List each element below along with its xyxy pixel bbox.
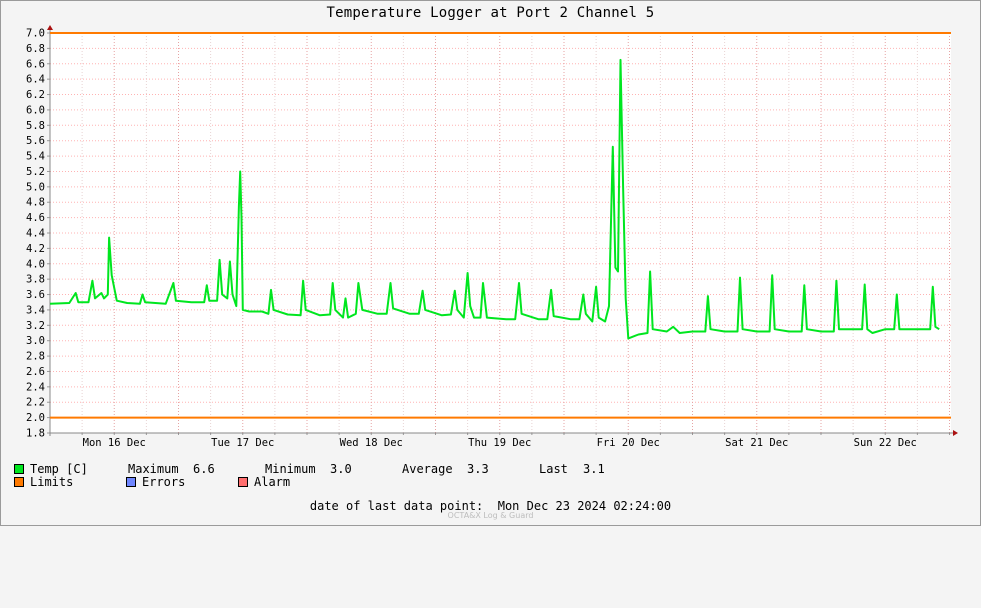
errors-swatch (126, 477, 136, 487)
legend: Temp [C] Maximum 6.6 Minimum 3.0 Average… (14, 463, 605, 489)
y-axis-arrow (47, 25, 53, 30)
temperature-chart: 1.8 2.0 2.2 2.4 2.6 2.8 3.0 3.2 3.4 3.6 3.8 4.0 4.2 4… (26, 25, 958, 449)
watermark: OCTA&X Log & Guard (447, 511, 534, 520)
y-tick-label: 3.8 (26, 274, 45, 286)
y-tick-label: 2.8 (26, 351, 45, 363)
legend-row-stats: Temp [C] Maximum 6.6 Minimum 3.0 Average… (14, 463, 605, 475)
chart-title: Temperature Logger at Port 2 Channel 5 (326, 5, 655, 21)
y-tick-label: 4.0 (26, 258, 45, 270)
y-tick-label: 5.4 (26, 151, 45, 163)
x-tick-label: Mon 16 Dec (83, 437, 146, 449)
y-tick-label: 5.6 (26, 135, 45, 147)
x-axis-arrow (953, 430, 958, 436)
y-tick-label: 6.0 (26, 104, 45, 116)
y-tick-label: 2.4 (26, 381, 45, 393)
y-tick-label: 6.6 (26, 58, 45, 70)
y-tick-label: 3.0 (26, 335, 45, 347)
y-tick-label: 2.0 (26, 412, 45, 424)
last-point-label: date of last data point: (309, 499, 484, 513)
y-tick-label: 6.2 (26, 89, 45, 101)
y-tick-label: 7.0 (26, 28, 45, 40)
temp-label: Temp [C] (30, 462, 88, 476)
alarm-label: Alarm (254, 475, 291, 489)
x-tick-label: Sun 22 Dec (854, 437, 917, 449)
maximum-label: Maximum (128, 462, 179, 476)
y-tick-label: 5.8 (26, 120, 45, 132)
limits-label: Limits (30, 475, 74, 489)
legend-row-keys: Limits Errors Alarm (14, 476, 290, 488)
y-tick-label: 5.0 (26, 181, 45, 193)
y-tick-label: 2.6 (26, 366, 45, 378)
x-tick-label: Tue 17 Dec (211, 437, 274, 449)
y-tick-label: 3.2 (26, 320, 45, 332)
errors-label: Errors (142, 475, 186, 489)
minimum-value: 3.0 (330, 462, 352, 476)
y-tick-label: 3.4 (26, 304, 45, 316)
y-tick-label: 4.4 (26, 228, 45, 240)
x-tick-label: Sat 21 Dec (725, 437, 788, 449)
minimum-label: Minimum (265, 462, 316, 476)
limits-swatch (14, 477, 24, 487)
y-tick-label: 4.6 (26, 212, 45, 224)
y-tick-label: 2.2 (26, 397, 45, 409)
y-tick-label: 3.6 (26, 289, 45, 301)
alarm-swatch (238, 477, 248, 487)
x-tick-label: Wed 18 Dec (340, 437, 403, 449)
y-tick-label: 4.2 (26, 243, 45, 255)
temp-series-line (49, 58, 940, 340)
y-tick-label: 6.4 (26, 74, 45, 86)
y-tick-label: 6.8 (26, 43, 45, 55)
y-tick-label: 5.2 (26, 166, 45, 178)
average-value: 3.3 (467, 462, 489, 476)
y-tick-label: 4.8 (26, 197, 45, 209)
last-value: 3.1 (583, 462, 605, 476)
x-tick-label: Fri 20 Dec (597, 437, 660, 449)
temp-swatch (14, 464, 24, 474)
last-data-point: date of last data point: Mon Dec 23 2024… (0, 499, 981, 513)
average-label: Average (402, 462, 453, 476)
y-tick-label: 1.8 (26, 428, 45, 440)
x-tick-label: Thu 19 Dec (468, 437, 531, 449)
last-label: Last (539, 462, 568, 476)
last-point-value: Mon Dec 23 2024 02:24:00 (497, 499, 672, 513)
maximum-value: 6.6 (193, 462, 215, 476)
